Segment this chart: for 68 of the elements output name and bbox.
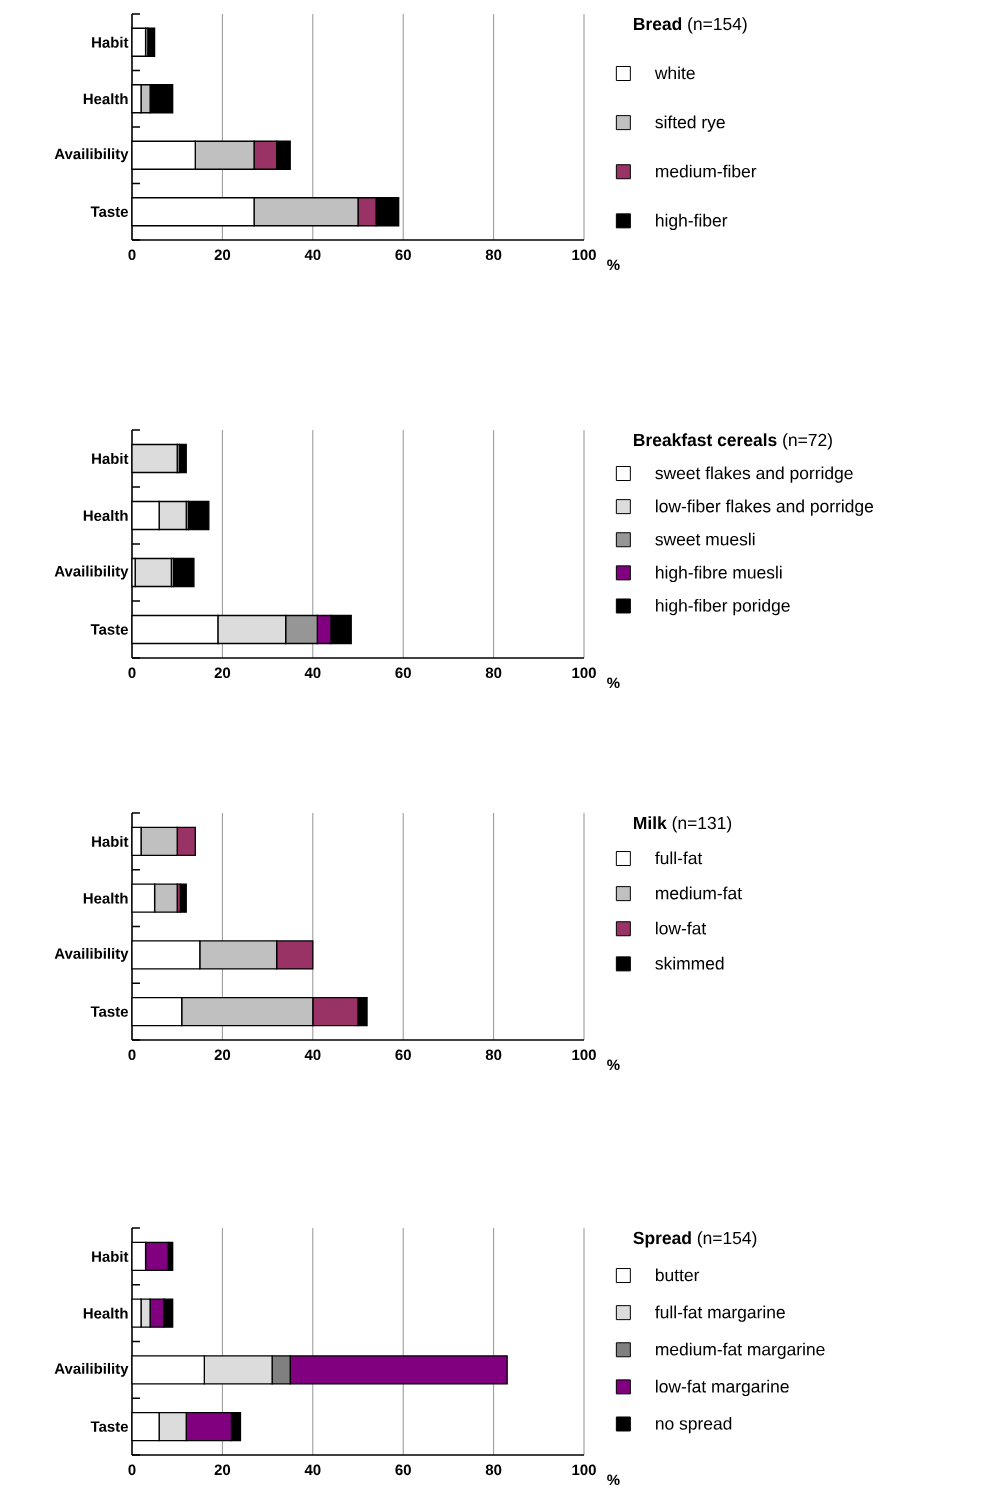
y-tick-label: Health bbox=[83, 892, 128, 904]
legend-label: sweet flakes and porridge bbox=[655, 466, 853, 483]
y-tick-label: Availibility bbox=[54, 1362, 129, 1377]
x-tick-label: 80 bbox=[485, 667, 502, 679]
legend-label: high-fibre muesli bbox=[656, 565, 782, 583]
x-tick-label: 100 bbox=[572, 667, 596, 679]
x-tick-label: 0 bbox=[128, 1049, 136, 1061]
legend-label: no spread bbox=[656, 1416, 732, 1434]
legend-label: skimmed bbox=[655, 956, 724, 970]
x-tick-label: 100 bbox=[572, 1464, 596, 1476]
y-tick-label: Habit bbox=[92, 835, 129, 847]
y-tick-label: Health bbox=[83, 510, 128, 521]
bar bbox=[187, 500, 210, 531]
x-axis-title: % bbox=[607, 677, 620, 689]
y-tick-label: Health bbox=[83, 1307, 128, 1319]
legend-label: high-fiber bbox=[656, 213, 728, 231]
x-tick-label: 20 bbox=[214, 1464, 231, 1476]
x-tick-label: 80 bbox=[485, 249, 502, 261]
y-tick-label: Taste bbox=[90, 1006, 128, 1017]
x-tick-label: 80 bbox=[485, 1049, 502, 1061]
bar bbox=[134, 557, 172, 588]
x-tick-label: 0 bbox=[128, 667, 136, 679]
y-tick-label: Taste bbox=[90, 1421, 128, 1432]
legend-title: Spread (n=154) bbox=[633, 1231, 757, 1248]
legend-title: Breakfast cereals (n=72) bbox=[634, 433, 832, 450]
legend-label: low-fat margarine bbox=[656, 1379, 789, 1397]
y-tick-label: Habit bbox=[92, 1250, 129, 1262]
x-axis-title: % bbox=[607, 1059, 620, 1071]
x-tick-label: 20 bbox=[214, 1049, 231, 1061]
x-tick-label: 0 bbox=[128, 1464, 136, 1476]
x-tick-label: 20 bbox=[214, 249, 231, 261]
legend-title: Bread (n=154) bbox=[634, 17, 747, 34]
legend-label: sweet muesli bbox=[655, 532, 755, 546]
legend-label: medium-fiber bbox=[656, 164, 757, 178]
x-tick-label: 40 bbox=[304, 249, 321, 261]
legend-label: butter bbox=[655, 1268, 700, 1282]
x-tick-label: 40 bbox=[304, 1464, 321, 1476]
y-tick-label: Taste bbox=[90, 206, 128, 217]
x-tick-label: 20 bbox=[214, 667, 231, 679]
y-tick-label: Habit bbox=[92, 453, 129, 464]
x-tick-label: 80 bbox=[485, 1464, 502, 1476]
y-tick-label: Availibility bbox=[54, 565, 129, 580]
x-tick-label: 60 bbox=[395, 249, 411, 261]
legend-label: sifted rye bbox=[655, 115, 725, 132]
x-tick-label: 100 bbox=[572, 1049, 596, 1061]
x-tick-label: 40 bbox=[304, 1049, 321, 1061]
legend-label: full-fat bbox=[655, 851, 703, 865]
y-tick-label: Availibility bbox=[54, 148, 129, 163]
y-tick-label: Availibility bbox=[54, 947, 129, 962]
legend-label: medium-fat bbox=[656, 886, 742, 900]
x-tick-label: 60 bbox=[395, 1049, 411, 1061]
x-tick-label: 0 bbox=[128, 249, 136, 261]
legend-label: high-fiber poridge bbox=[656, 598, 790, 616]
legend-label: low-fiber flakes and porridge bbox=[656, 499, 874, 516]
legend-title: Milk (n=131) bbox=[634, 816, 732, 833]
x-axis-title: % bbox=[607, 259, 620, 271]
x-tick-label: 40 bbox=[304, 667, 321, 679]
legend-label: full-fat margarine bbox=[655, 1305, 785, 1322]
x-tick-label: 60 bbox=[395, 667, 411, 679]
legend-label: medium-fat margarine bbox=[656, 1342, 825, 1359]
x-tick-label: 60 bbox=[395, 1464, 411, 1476]
legend-label: white bbox=[654, 66, 695, 80]
y-tick-label: Habit bbox=[92, 36, 129, 48]
y-tick-label: Health bbox=[83, 93, 128, 105]
x-tick-label: 100 bbox=[572, 249, 596, 261]
y-tick-label: Taste bbox=[90, 624, 128, 635]
x-axis-title: % bbox=[607, 1474, 620, 1486]
legend-label: low-fat bbox=[656, 921, 707, 935]
